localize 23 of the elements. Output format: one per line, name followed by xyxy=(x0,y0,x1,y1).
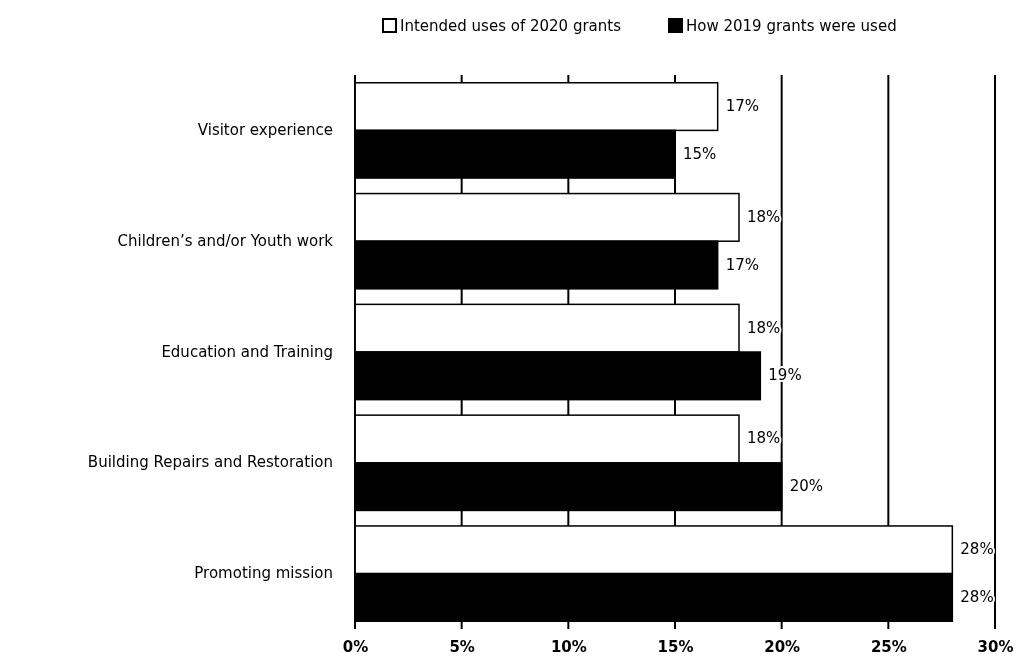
x-tick-label: 25% xyxy=(870,637,907,656)
y-tick-label: Building Repairs and Restoration xyxy=(87,453,333,472)
y-tick-label: Children’s and/or Youth work xyxy=(117,231,334,250)
data-label: 18% xyxy=(747,207,781,226)
data-label: 20% xyxy=(789,477,824,496)
y-tick-label: Promoting mission xyxy=(194,564,333,583)
x-tick-label: 30% xyxy=(977,637,1014,656)
data-label: 17% xyxy=(725,97,760,116)
y-tick-label: Education and Training xyxy=(161,342,333,361)
data-label: 18% xyxy=(747,429,781,448)
x-tick-label: 20% xyxy=(764,637,801,656)
data-label: 28% xyxy=(960,587,994,606)
legend-label: Intended uses of 2020 grants xyxy=(400,16,622,35)
data-label: 18% xyxy=(747,318,781,337)
x-tick-label: 5% xyxy=(449,637,475,656)
data-label: 28% xyxy=(960,540,994,559)
data-label: 15% xyxy=(683,144,717,163)
x-tick-label: 0% xyxy=(342,637,369,656)
legend-label: How 2019 grants were used xyxy=(685,16,897,35)
x-tick-label: 15% xyxy=(657,637,694,656)
data-label: 17% xyxy=(725,255,760,274)
y-tick-label: Visitor experience xyxy=(197,120,333,139)
x-tick-label: 10% xyxy=(550,637,587,656)
